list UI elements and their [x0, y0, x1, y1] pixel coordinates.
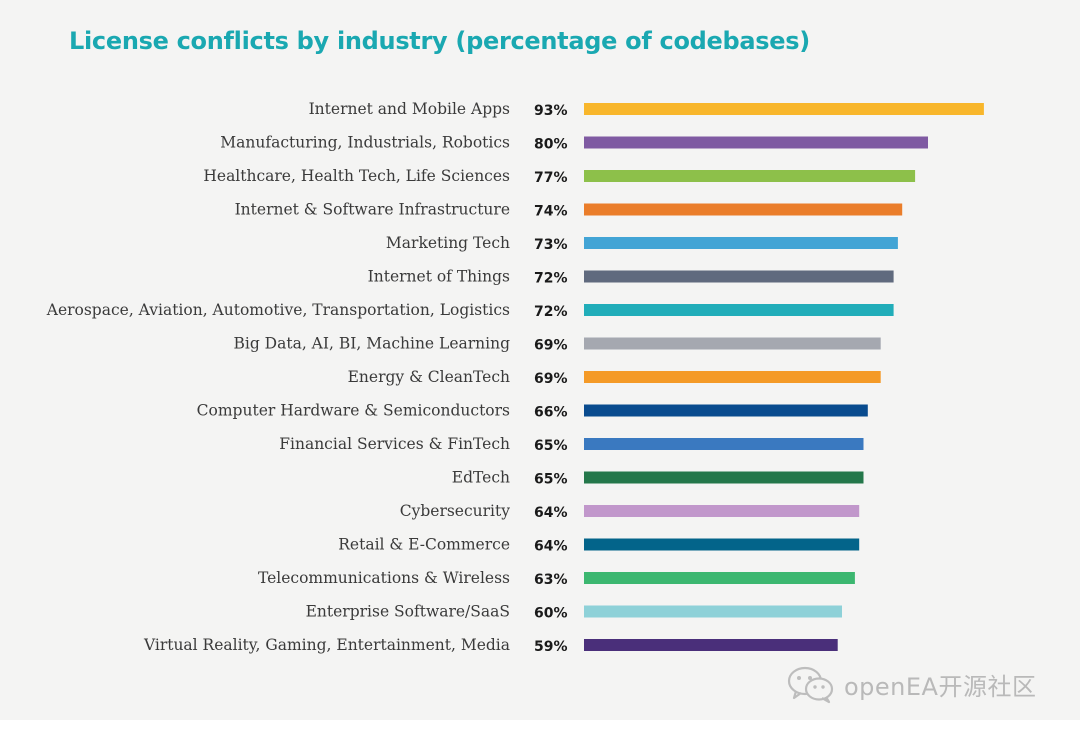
value-label: 63%: [534, 572, 568, 588]
category-label: Virtual Reality, Gaming, Entertainment, …: [143, 636, 510, 654]
bar: [584, 605, 842, 618]
bar: [584, 136, 928, 149]
category-label: EdTech: [452, 469, 510, 487]
category-label: Manufacturing, Industrials, Robotics: [220, 134, 510, 152]
value-label: 69%: [534, 338, 568, 354]
value-label: 66%: [534, 405, 568, 421]
bar: [584, 471, 864, 484]
category-label: Computer Hardware & Semiconductors: [197, 402, 510, 420]
category-label: Internet & Software Infrastructure: [235, 201, 510, 219]
watermark: openEA开源社区: [786, 664, 1036, 704]
category-label: Enterprise Software/SaaS: [306, 603, 510, 621]
category-label: Internet of Things: [368, 268, 510, 286]
value-label: 77%: [534, 170, 568, 186]
category-label: Energy & CleanTech: [348, 368, 510, 386]
category-label: Internet and Mobile Apps: [309, 100, 510, 118]
bar: [584, 438, 864, 450]
category-label: Cybersecurity: [400, 502, 511, 520]
bar: [584, 639, 838, 651]
value-label: 72%: [534, 271, 568, 287]
bar: [584, 170, 916, 182]
wechat-icon: [787, 666, 834, 704]
bar: [584, 337, 881, 350]
bar: [584, 505, 860, 517]
value-label: 59%: [534, 639, 568, 655]
category-label: Retail & E-Commerce: [338, 536, 510, 554]
bar-chart: Internet and Mobile Apps 93% Manufacturing…: [46, 100, 984, 655]
value-label: 74%: [534, 204, 568, 220]
bar: [584, 538, 860, 551]
value-label: 72%: [534, 304, 568, 320]
value-label: 69%: [534, 371, 568, 387]
bar: [584, 270, 894, 283]
bar: [584, 304, 894, 316]
chart-page: [0, 0, 1080, 720]
bar: [584, 404, 868, 417]
bar: [584, 103, 984, 115]
bar: [584, 371, 881, 383]
category-label: Aerospace, Aviation, Automotive, Transpo…: [46, 301, 510, 319]
category-label: Healthcare, Health Tech, Life Sciences: [203, 167, 510, 185]
bar: [584, 572, 855, 584]
value-label: 65%: [534, 438, 568, 454]
category-label: Telecommunications & Wireless: [258, 569, 510, 587]
value-label: 64%: [534, 539, 568, 555]
category-label: Marketing Tech: [386, 234, 510, 252]
watermark-text: openEA开源社区: [844, 672, 1037, 701]
value-label: 93%: [534, 103, 568, 119]
bottom-strip: [0, 720, 1080, 735]
value-label: 73%: [534, 237, 568, 253]
bar: [584, 203, 903, 216]
category-label: Financial Services & FinTech: [279, 435, 510, 453]
value-label: 64%: [534, 505, 568, 521]
category-label: Big Data, AI, BI, Machine Learning: [233, 335, 510, 353]
value-label: 65%: [534, 472, 568, 488]
value-label: 80%: [534, 137, 568, 153]
chart-title: License conflicts by industry (percentag…: [69, 27, 810, 55]
value-label: 60%: [534, 606, 568, 622]
bar: [584, 237, 898, 249]
